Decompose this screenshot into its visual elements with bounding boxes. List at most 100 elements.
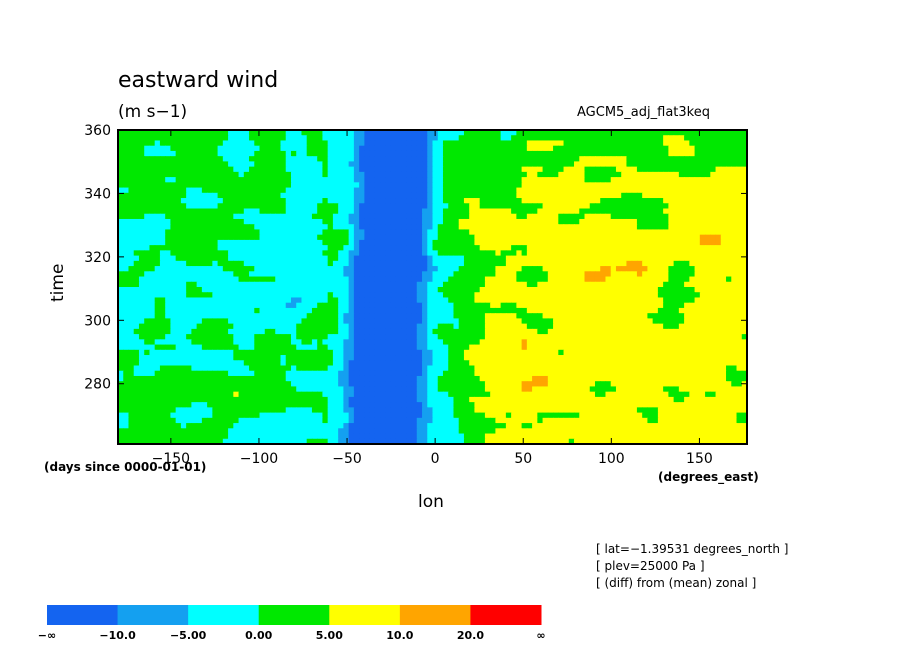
heatmap-cell (317, 250, 324, 257)
heatmap-cell (484, 328, 491, 335)
heatmap-cell (684, 318, 690, 325)
heatmap-cell (254, 276, 261, 283)
heatmap-cell (720, 281, 727, 288)
heatmap-cell (311, 297, 318, 304)
heatmap-cell (374, 234, 381, 241)
heatmap-cell (542, 239, 549, 246)
heatmap-cell (259, 281, 266, 288)
heatmap-cell (374, 344, 381, 351)
heatmap-cell (579, 150, 586, 157)
heatmap-cell (280, 224, 287, 231)
heatmap-cell (453, 130, 460, 136)
heatmap-cell (180, 208, 187, 215)
heatmap-cell (500, 302, 507, 309)
heatmap-cell (317, 239, 324, 246)
heatmap-cell (138, 177, 145, 183)
heatmap-cell (207, 313, 213, 319)
heatmap-cell (249, 302, 255, 309)
heatmap-cell (191, 292, 198, 299)
heatmap-cell (511, 287, 517, 293)
heatmap-cell (505, 328, 512, 335)
heatmap-cell (301, 218, 308, 225)
heatmap-cell (579, 260, 586, 267)
heatmap-cell (422, 307, 428, 314)
heatmap-cell (726, 271, 732, 278)
heatmap-cell (495, 135, 502, 142)
heatmap-cell (395, 318, 402, 325)
heatmap-cell (553, 276, 559, 283)
heatmap-cell (705, 302, 711, 309)
heatmap-cell (736, 150, 743, 157)
heatmap-cell (453, 318, 460, 325)
note-lat: [ lat=−1.39531 degrees_north ] (596, 542, 789, 556)
heatmap-cell (699, 218, 706, 225)
heatmap-cell (568, 334, 575, 340)
heatmap-cell (191, 156, 198, 162)
heatmap-cell (144, 150, 151, 157)
heatmap-cell (369, 213, 376, 220)
heatmap-cell (249, 276, 255, 283)
heatmap-cell (290, 156, 297, 162)
heatmap-cell (243, 344, 250, 351)
heatmap-cell (689, 334, 696, 340)
heatmap-cell (317, 255, 324, 262)
heatmap-cell (600, 260, 607, 267)
heatmap-cell (416, 234, 423, 241)
heatmap-cell (584, 192, 591, 199)
heatmap-cell (186, 250, 192, 257)
heatmap-cell (589, 245, 596, 251)
heatmap-cell (270, 229, 276, 236)
heatmap-cell (526, 150, 533, 157)
heatmap-cell (448, 192, 455, 199)
heatmap-cell (532, 166, 538, 173)
heatmap-cell (715, 239, 722, 246)
heatmap-cell (201, 281, 208, 288)
heatmap-cell (212, 323, 219, 330)
heatmap-cell (212, 266, 219, 272)
heatmap-cell (196, 239, 203, 246)
heatmap-cell (657, 229, 664, 236)
heatmap-cell (159, 171, 166, 178)
heatmap-cell (259, 198, 266, 204)
heatmap-cell (338, 150, 344, 157)
heatmap-cell (128, 250, 135, 257)
heatmap-cell (212, 260, 219, 267)
heatmap-cell (275, 135, 282, 142)
heatmap-cell (159, 302, 166, 309)
heatmap-cell (610, 203, 617, 210)
heatmap-cell (610, 187, 617, 194)
heatmap-cell (516, 276, 523, 283)
heatmap-cell (631, 224, 638, 231)
heatmap-cell (180, 213, 187, 220)
heatmap-cell (123, 150, 130, 157)
heatmap-cell (154, 297, 161, 304)
heatmap-cell (663, 145, 669, 152)
heatmap-cell (437, 313, 444, 319)
heatmap-cell (741, 177, 747, 183)
heatmap-cell (579, 135, 586, 142)
heatmap-cell (516, 287, 523, 293)
heatmap-cell (469, 213, 476, 220)
heatmap-cell (390, 276, 397, 283)
heatmap-cell (511, 135, 517, 142)
heatmap-cell (186, 135, 192, 142)
heatmap-cell (374, 318, 381, 325)
heatmap-cell (338, 192, 344, 199)
heatmap-cell (589, 334, 596, 340)
heatmap-cell (254, 260, 261, 267)
heatmap-cell (207, 166, 213, 173)
heatmap-cell (149, 229, 156, 236)
heatmap-cell (463, 344, 470, 351)
heatmap-cell (138, 339, 145, 346)
heatmap-cell (699, 271, 706, 278)
heatmap-cell (558, 297, 565, 304)
heatmap-cell (579, 328, 586, 335)
heatmap-cell (411, 260, 418, 267)
heatmap-cell (280, 307, 287, 314)
heatmap-cell (720, 328, 727, 335)
heatmap-cell (532, 307, 538, 314)
heatmap-cell (175, 302, 182, 309)
heatmap-cell (668, 239, 675, 246)
heatmap-cell (442, 255, 449, 262)
heatmap-cell (254, 271, 261, 278)
